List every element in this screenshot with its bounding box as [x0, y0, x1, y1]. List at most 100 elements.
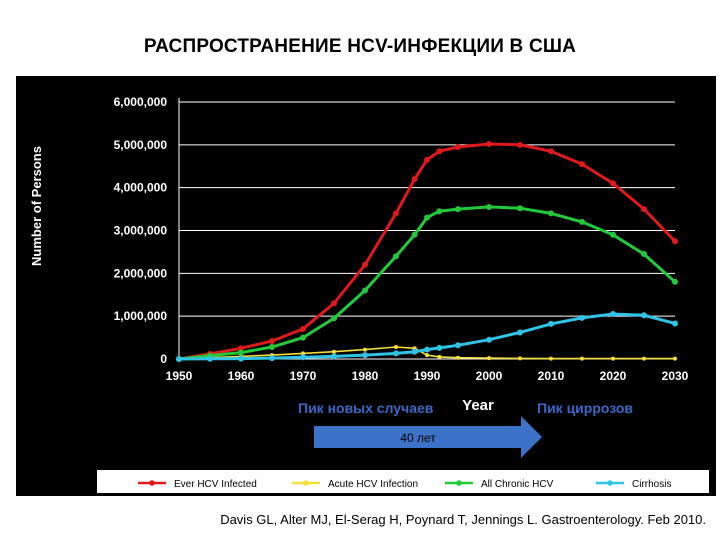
- series-all-chronic-hcv-point: [517, 205, 523, 212]
- arrow-icon: [314, 416, 542, 458]
- legend-marker: [303, 480, 309, 486]
- y-tick-label: 1,000,000: [114, 309, 168, 323]
- series-ever-hcv-infected-point: [517, 141, 523, 148]
- series-cirrhosis-point: [411, 348, 418, 355]
- legend-entry: Cirrhosis: [632, 479, 671, 490]
- series-acute-hcv-infection-point: [549, 356, 553, 361]
- series-all-chronic-hcv-point: [641, 251, 647, 258]
- series-cirrhosis-point: [362, 352, 368, 359]
- legend-entry: Acute HCV Infection: [328, 479, 418, 490]
- series-cirrhosis-point: [207, 355, 213, 362]
- series-cirrhosis-point: [455, 342, 461, 349]
- x-tick-label: 1990: [414, 369, 441, 383]
- series-acute-hcv-infection-point: [363, 347, 367, 352]
- annotation-new-cases-peak: Пик новых случаев: [298, 400, 434, 416]
- series-acute-hcv-infection-point: [437, 354, 442, 359]
- legend: Ever HCV Infected Acute HCV Infection All …: [97, 470, 709, 493]
- y-tick-label: 0: [160, 352, 167, 366]
- series-cirrhosis-point: [517, 329, 523, 336]
- legend-entry: Ever HCV Infected: [174, 479, 257, 490]
- series-ever-hcv-infected-point: [641, 206, 647, 213]
- series-all-chronic-hcv-point: [269, 344, 275, 351]
- x-tick-label: 2030: [662, 369, 689, 383]
- series-ever-hcv-infected-point: [548, 148, 554, 155]
- series-all-chronic-hcv-point: [436, 208, 443, 215]
- series-ever-hcv-infected-point: [486, 140, 492, 147]
- x-axis-label: Year: [462, 397, 494, 414]
- series-acute-hcv-infection-point: [611, 356, 615, 361]
- series-cirrhosis-point: [610, 311, 616, 318]
- citation: Davis GL, Alter MJ, El-Serag H, Poynard …: [220, 512, 706, 527]
- series-cirrhosis-point: [331, 353, 337, 360]
- series-ever-hcv-infected-point: [579, 161, 585, 168]
- x-tick-label: 2000: [476, 369, 503, 383]
- series-cirrhosis-point: [424, 346, 430, 353]
- series-cirrhosis-point: [486, 336, 492, 343]
- series-ever-hcv-infected-point: [269, 338, 275, 345]
- x-tick-label: 1970: [290, 369, 317, 383]
- series-cirrhosis-point: [176, 356, 182, 362]
- series-ever-hcv-infected-point: [393, 210, 399, 217]
- slide-title: РАСПРОСТРАНЕНИЕ HCV-ИНФЕКЦИИ В США: [143, 36, 577, 57]
- x-tick-label: 1950: [166, 369, 193, 383]
- x-tick-label: 2020: [600, 369, 627, 383]
- series-ever-hcv-infected-point: [436, 148, 443, 155]
- y-tick-label: 2,000,000: [114, 266, 168, 280]
- hcv-line-chart: 0 1,000,000 2,000,000 3,000,000 4,000,000 5,0…: [29, 95, 709, 493]
- legend-box: [97, 470, 709, 493]
- series-all-chronic-hcv-point: [672, 278, 678, 285]
- series-ever-hcv-infected-point: [331, 300, 337, 307]
- series-all-chronic-hcv-point: [238, 349, 244, 356]
- y-tick-label: 5,000,000: [114, 138, 168, 152]
- series-cirrhosis-point: [641, 312, 647, 319]
- x-tick-label: 1960: [228, 369, 255, 383]
- series-all-chronic-hcv-point: [393, 253, 399, 260]
- series-cirrhosis-point: [300, 354, 306, 361]
- series-acute-hcv-infection-point: [642, 356, 646, 361]
- series-ever-hcv-infected-point: [362, 261, 368, 268]
- series-ever-hcv-infected-point: [610, 180, 616, 187]
- series-acute-hcv-infection-point: [580, 356, 584, 361]
- series-all-chronic-hcv-point: [486, 203, 492, 210]
- series-ever-hcv-infected-point: [300, 326, 306, 333]
- annotation-cirrhosis-peak: Пик циррозов: [537, 400, 633, 416]
- y-axis-label: Number of Persons: [29, 146, 44, 266]
- legend-entry: All Chronic HCV: [481, 479, 554, 490]
- series-ever-hcv-infected-point: [424, 156, 430, 163]
- series-acute-hcv-infection-point: [332, 349, 336, 354]
- series-acute-hcv-infection-point: [301, 351, 305, 356]
- series-ever-hcv-infected-point: [672, 238, 678, 245]
- chart-panel: 0 1,000,000 2,000,000 3,000,000 4,000,000 5,0…: [16, 76, 716, 496]
- series-cirrhosis-point: [238, 355, 244, 362]
- series-ever-hcv-infected-line: [178, 142, 677, 361]
- series-ever-hcv-infected-point: [411, 176, 418, 183]
- legend-marker: [456, 480, 462, 486]
- x-tick-label: 1980: [352, 369, 379, 383]
- series-acute-hcv-infection-point: [673, 356, 677, 361]
- series-all-chronic-hcv-point: [300, 334, 306, 341]
- series-acute-hcv-infection-point: [456, 355, 460, 360]
- legend-marker: [607, 480, 613, 486]
- series-acute-hcv-infection-point: [518, 356, 522, 361]
- series-all-chronic-hcv-line: [178, 205, 677, 361]
- series-cirrhosis-point: [579, 314, 585, 321]
- series-cirrhosis-point: [393, 350, 399, 357]
- series-all-chronic-hcv-point: [331, 315, 337, 322]
- series-cirrhosis-point: [436, 344, 443, 351]
- series-all-chronic-hcv-point: [548, 210, 554, 217]
- series-all-chronic-hcv-point: [411, 231, 418, 238]
- series-acute-hcv-infection-point: [425, 353, 429, 358]
- series-all-chronic-hcv-point: [424, 214, 430, 221]
- series-ever-hcv-infected-point: [455, 143, 461, 150]
- series-all-chronic-hcv-point: [579, 218, 585, 225]
- series-ever-hcv-infected-point: [238, 345, 244, 352]
- series-cirrhosis-point: [548, 320, 554, 327]
- y-tick-label: 3,000,000: [114, 224, 168, 238]
- arrow-label: 40 лет: [400, 431, 436, 445]
- series-cirrhosis-point: [269, 355, 275, 362]
- series-all-chronic-hcv-point: [362, 287, 368, 294]
- y-tick-label: 6,000,000: [114, 95, 168, 109]
- series-acute-hcv-infection-point: [487, 356, 491, 361]
- legend-marker: [149, 480, 155, 486]
- x-tick-label: 2010: [538, 369, 565, 383]
